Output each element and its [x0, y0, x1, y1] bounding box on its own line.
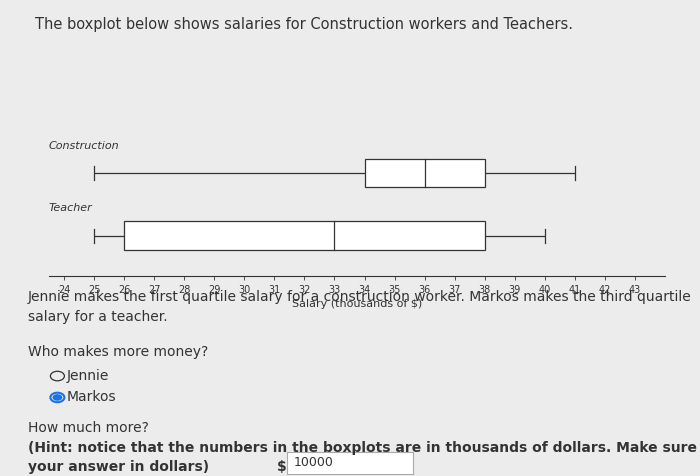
- Bar: [365, 159, 484, 188]
- Text: your answer in dollars): your answer in dollars): [28, 460, 209, 474]
- Text: (Hint: notice that the numbers in the boxplots are in thousands of dollars. Make: (Hint: notice that the numbers in the bo…: [28, 441, 700, 455]
- Text: The boxplot below shows salaries for Construction workers and Teachers.: The boxplot below shows salaries for Con…: [35, 17, 573, 32]
- Text: $: $: [276, 460, 286, 474]
- Text: Jennie makes the first quartile salary for a construction worker. Markos makes t: Jennie makes the first quartile salary f…: [28, 290, 692, 324]
- Text: Construction: Construction: [49, 140, 120, 150]
- Text: How much more?: How much more?: [28, 421, 149, 435]
- Text: Markos: Markos: [66, 390, 116, 405]
- Text: Jennie: Jennie: [66, 369, 109, 383]
- Text: Teacher: Teacher: [49, 203, 92, 213]
- Text: 10000: 10000: [293, 456, 333, 469]
- X-axis label: Salary (thousands of $): Salary (thousands of $): [292, 299, 422, 309]
- Text: Who makes more money?: Who makes more money?: [28, 345, 209, 359]
- Bar: [124, 221, 484, 250]
